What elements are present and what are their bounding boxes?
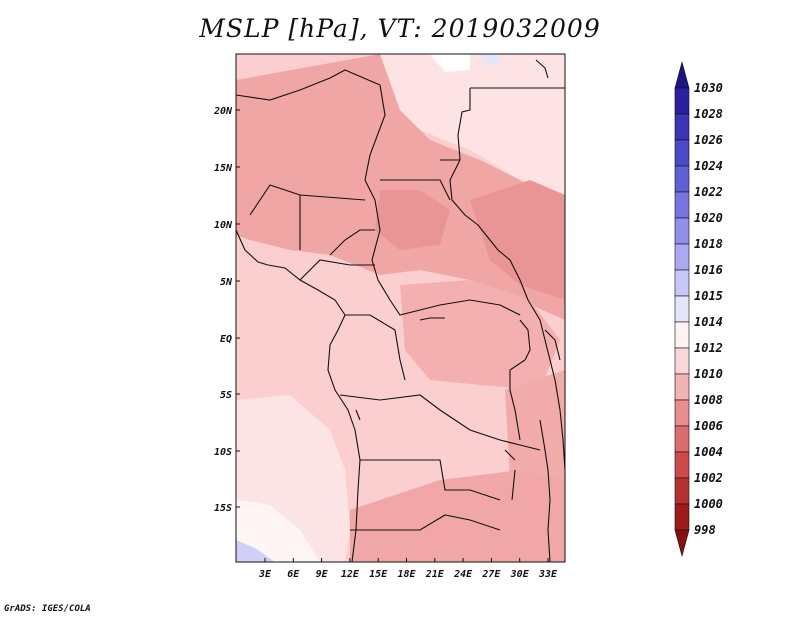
- lat-tick-label: 15N: [214, 163, 233, 174]
- lon-tick-label: 21E: [425, 569, 445, 580]
- colorbar-label: 1000: [694, 497, 723, 511]
- colorbar-swatch: [674, 451, 690, 479]
- colorbar-label: 1028: [694, 107, 723, 121]
- colorbar-swatch: [674, 347, 690, 375]
- latitude-axis: 20N 15N 10N 5N EQ 5S 10S 15S: [213, 106, 240, 514]
- lat-tick-label: 5N: [220, 277, 233, 288]
- lon-tick-label: 27E: [481, 569, 501, 580]
- colorbar-label: 1004: [694, 445, 723, 459]
- coastlines: [236, 59, 565, 562]
- lon-tick-label: 30E: [510, 569, 530, 580]
- colorbar-swatch: [674, 243, 690, 271]
- colorbar-swatch: [674, 87, 690, 115]
- colorbar-swatch: [674, 477, 690, 505]
- lat-tick-label: EQ: [220, 334, 232, 345]
- colorbar-swatch: [674, 295, 690, 323]
- colorbar-label: 1024: [694, 159, 723, 173]
- colorbar-label: 1016: [694, 263, 723, 277]
- colorbar-label: 1014: [694, 315, 723, 329]
- lat-tick-label: 5S: [220, 390, 232, 401]
- lat-tick-label: 10S: [214, 447, 232, 458]
- longitude-axis: 3E 6E 9E 12E 15E 18E 21E 24E 27E 30E 33E: [258, 558, 558, 580]
- lon-tick-label: 15E: [369, 569, 388, 580]
- colorbar-label: 1022: [694, 185, 723, 199]
- colorbar-label: 1010: [694, 367, 723, 381]
- colorbar-bottom-arrow: [674, 529, 690, 558]
- lon-tick-label: 18E: [397, 569, 416, 580]
- colorbar-swatch: [674, 191, 690, 219]
- colorbar-swatch: [674, 503, 690, 531]
- colorbar-swatch: [674, 113, 690, 141]
- colorbar-swatch: [674, 321, 690, 349]
- lon-tick-label: 24E: [453, 569, 473, 580]
- grads-credit: GrADS: IGES/COLA: [4, 604, 91, 614]
- lat-tick-label: 10N: [214, 220, 233, 231]
- colorbar-label: 1026: [694, 133, 723, 147]
- colorbar-label: 1020: [694, 211, 723, 225]
- colorbar-swatch: [674, 217, 690, 245]
- colorbar-swatch: [674, 399, 690, 427]
- map-frame: [235, 53, 566, 563]
- colorbar-label: 1018: [694, 237, 723, 251]
- colorbar-swatch: [674, 165, 690, 193]
- colorbar-label: 1012: [694, 341, 723, 355]
- colorbar-swatch: [674, 269, 690, 297]
- colorbar-swatch: [674, 139, 690, 167]
- colorbar-label: 1030: [694, 81, 723, 95]
- colorbar-label: 1002: [694, 471, 723, 485]
- colorbar-label: 1008: [694, 393, 723, 407]
- colorbar-label: 1006: [694, 419, 723, 433]
- pressure-field: [236, 54, 565, 562]
- lon-tick-label: 9E: [316, 569, 329, 580]
- colorbar-swatch: [674, 373, 690, 401]
- colorbar-swatch: [674, 425, 690, 453]
- lat-tick-label: 20N: [213, 106, 233, 117]
- lon-tick-label: 6E: [287, 569, 300, 580]
- lat-tick-label: 15S: [214, 503, 232, 514]
- colorbar-label: 998: [694, 523, 716, 537]
- chart-title: MSLP [hPa], VT: 2019032009: [199, 14, 601, 43]
- lon-tick-label: 3E: [258, 569, 272, 580]
- colorbar: 1030 1028 1026 1024 1022 1020 1018 1016 1015 1014…: [674, 60, 723, 558]
- colorbar-label: 1015: [694, 289, 723, 303]
- lon-tick-label: 12E: [341, 569, 360, 580]
- lon-tick-label: 33E: [538, 569, 558, 580]
- colorbar-top-arrow: [674, 60, 690, 89]
